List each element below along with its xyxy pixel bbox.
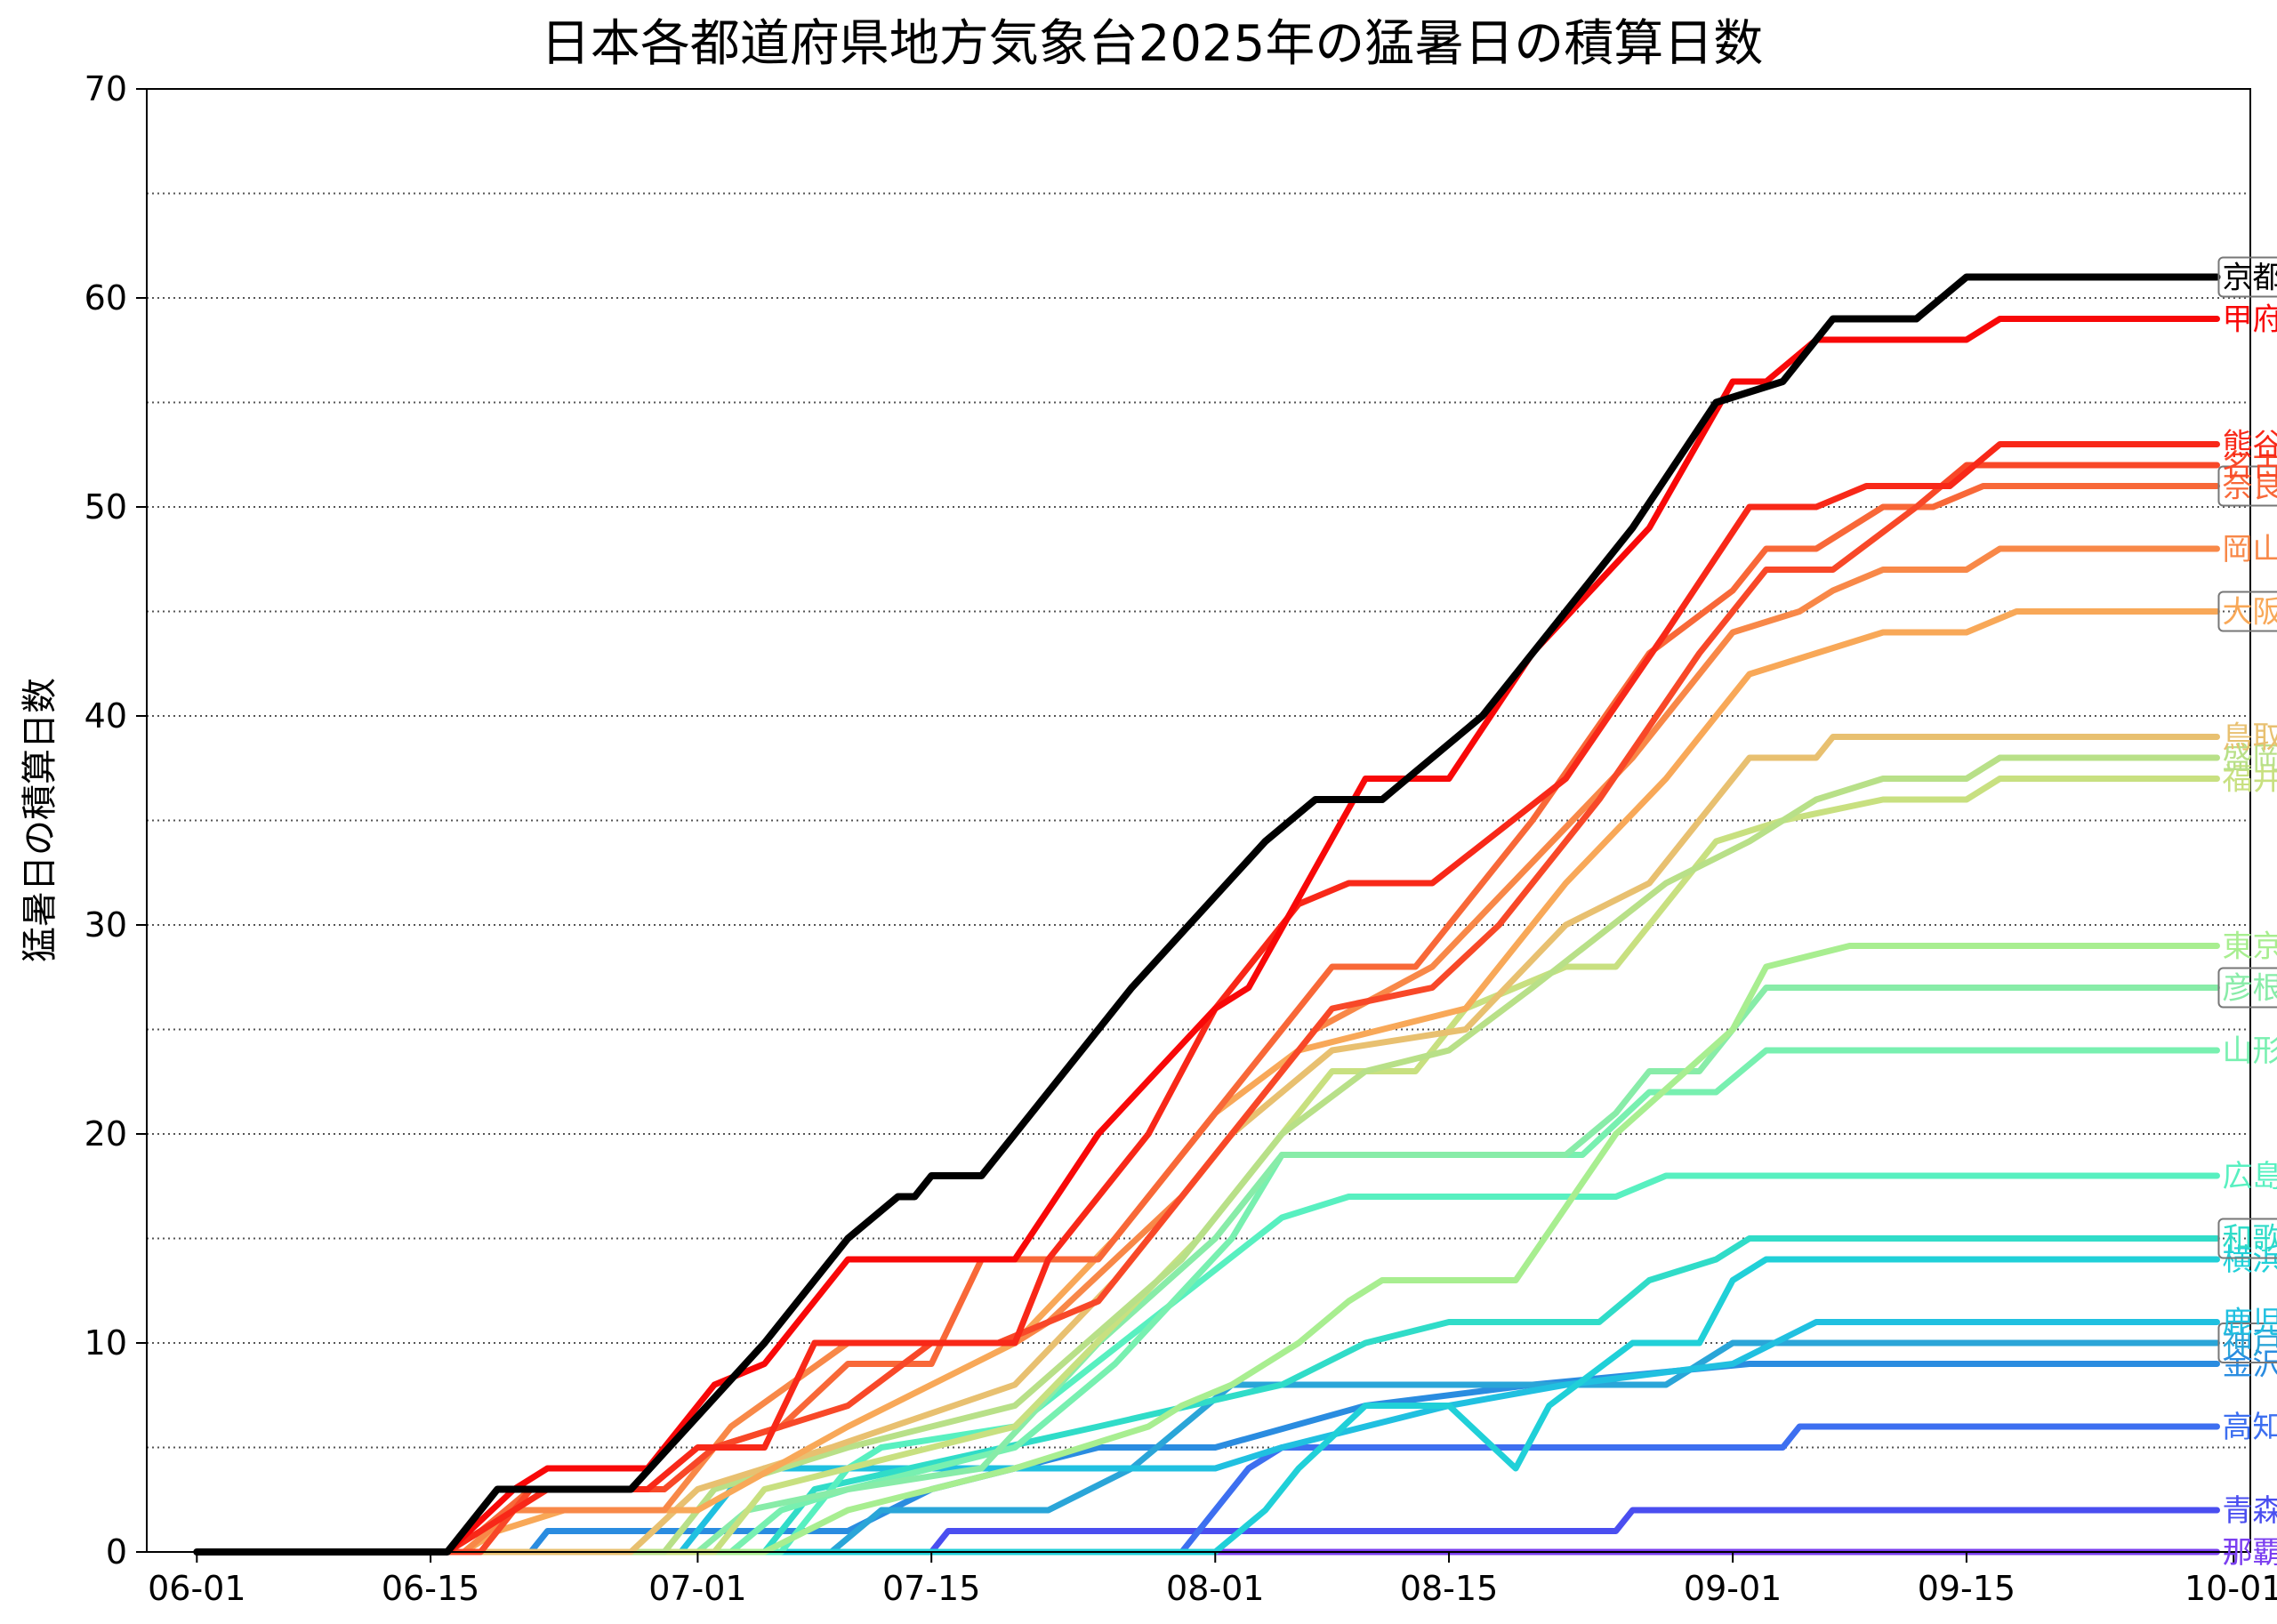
x-tick-label: 09-15: [1918, 1569, 2016, 1608]
series-line: [193, 776, 2220, 1556]
series-label-text: 高知: [2222, 1410, 2277, 1445]
series-label-text: 東京: [2222, 929, 2277, 965]
series-label: 那覇: [2222, 1535, 2277, 1571]
series-label-text: 盛岡: [2222, 741, 2277, 776]
series-label: 熊谷: [2222, 428, 2277, 463]
series-label: 岡山: [2222, 532, 2277, 567]
y-tick-label: 50: [84, 487, 127, 527]
y-tick-label: 40: [84, 696, 127, 736]
series-line: [193, 943, 2220, 1556]
series-label-text: 神戸: [2222, 1326, 2277, 1362]
series-label: 東京: [2222, 929, 2277, 965]
series-label-text: 広島: [2222, 1159, 2277, 1194]
x-tick-label: 06-15: [382, 1569, 479, 1608]
y-tick-label: 10: [84, 1323, 127, 1363]
series-line: [193, 462, 2220, 1556]
x-tick-label: 10-01: [2184, 1569, 2277, 1608]
y-tick-label: 20: [84, 1114, 127, 1154]
series-line: [193, 1319, 2220, 1556]
series-label-box: [2217, 967, 2277, 1009]
series-label: 横浜: [2222, 1242, 2277, 1278]
series-label-box: [2217, 591, 2277, 632]
x-tick-label: 06-01: [148, 1569, 245, 1608]
series-label-text: 鳥取: [2222, 720, 2277, 756]
series-label: 金沢: [2222, 1347, 2277, 1383]
series-label-text: 那覇: [2222, 1535, 2277, 1571]
series-label-text: 岡山: [2222, 532, 2277, 567]
series-line: [193, 273, 2221, 1556]
series-label-box: [2217, 1323, 2277, 1363]
series-label: 甲府: [2222, 302, 2277, 338]
x-tick-label: 08-01: [1166, 1569, 1264, 1608]
series-label-box: [2217, 465, 2277, 507]
series-label-box: [2217, 256, 2277, 298]
series-label-text: 大阪: [2222, 595, 2277, 631]
series-line: [193, 316, 2220, 1556]
series-label-text: 京都: [2222, 261, 2277, 296]
y-tick-label: 70: [84, 69, 127, 109]
x-axis: 06-01 06-15 07-01 07-15 08-01 08-15 09-01 09-15…: [148, 1552, 2277, 1608]
series-label-text: 福井: [2222, 762, 2277, 798]
series-lines: [193, 273, 2221, 1556]
series-label-text: 熊谷: [2222, 428, 2277, 463]
series-line: [193, 1339, 2220, 1556]
series-label-text: 横浜: [2222, 1242, 2277, 1278]
series-label: 広島: [2222, 1159, 2277, 1194]
series-label-text: 奈良: [2222, 470, 2277, 505]
series-label: 京都: [2217, 256, 2277, 298]
series-label-text: 名古屋: [2222, 448, 2277, 484]
series-label: 名古屋: [2222, 448, 2277, 484]
series-line: [193, 734, 2220, 1556]
series-label-text: 鹿児島: [2222, 1306, 2277, 1341]
plot-frame: [146, 88, 2251, 1553]
series-label: 福井: [2222, 762, 2277, 798]
series-label-text: 彦根: [2222, 971, 2277, 1007]
series-label: 大阪: [2217, 591, 2277, 632]
series-label-text: 山形: [2222, 1033, 2277, 1069]
series-label-text: 甲府: [2222, 302, 2277, 338]
series-label-text: 金沢: [2222, 1347, 2277, 1383]
series-label-text: 青森: [2222, 1493, 2277, 1529]
series-label: 盛岡: [2222, 741, 2277, 776]
series-label: 鳥取: [2222, 720, 2277, 756]
series-label: 神戸: [2217, 1323, 2277, 1363]
y-tick-label: 30: [84, 905, 127, 945]
series-label: 高知: [2222, 1410, 2277, 1445]
series-label: 鹿児島: [2222, 1306, 2277, 1341]
series-line: [193, 441, 2220, 1556]
x-tick-label: 07-15: [882, 1569, 980, 1608]
x-tick-label: 08-15: [1400, 1569, 1498, 1608]
series-label: 奈良: [2217, 465, 2277, 507]
y-tick-label: 60: [84, 278, 127, 318]
series-label-box: [2217, 1218, 2277, 1259]
series-line: [193, 754, 2220, 1556]
x-tick-label: 07-01: [648, 1569, 746, 1608]
series-label: 和歌山: [2217, 1218, 2277, 1259]
series-line: [193, 1256, 2220, 1556]
series-line: [193, 1047, 2220, 1556]
series-label-text: 和歌山: [2222, 1222, 2277, 1258]
y-axis-label: 猛暑日の積算日数: [20, 678, 60, 962]
series-line: [193, 608, 2220, 1556]
y-tick-label: 0: [106, 1532, 127, 1572]
series-label: 青森: [2222, 1493, 2277, 1529]
series-line: [193, 985, 2220, 1556]
series-label: 山形: [2222, 1033, 2277, 1069]
series-label: 彦根: [2217, 967, 2277, 1009]
y-axis: 0 10 20 30 40 50 60 70: [84, 69, 147, 1572]
chart-title: 日本各都道府県地方気象台2025年の猛暑日の積算日数: [541, 15, 1764, 73]
x-tick-label: 09-01: [1684, 1569, 1782, 1608]
